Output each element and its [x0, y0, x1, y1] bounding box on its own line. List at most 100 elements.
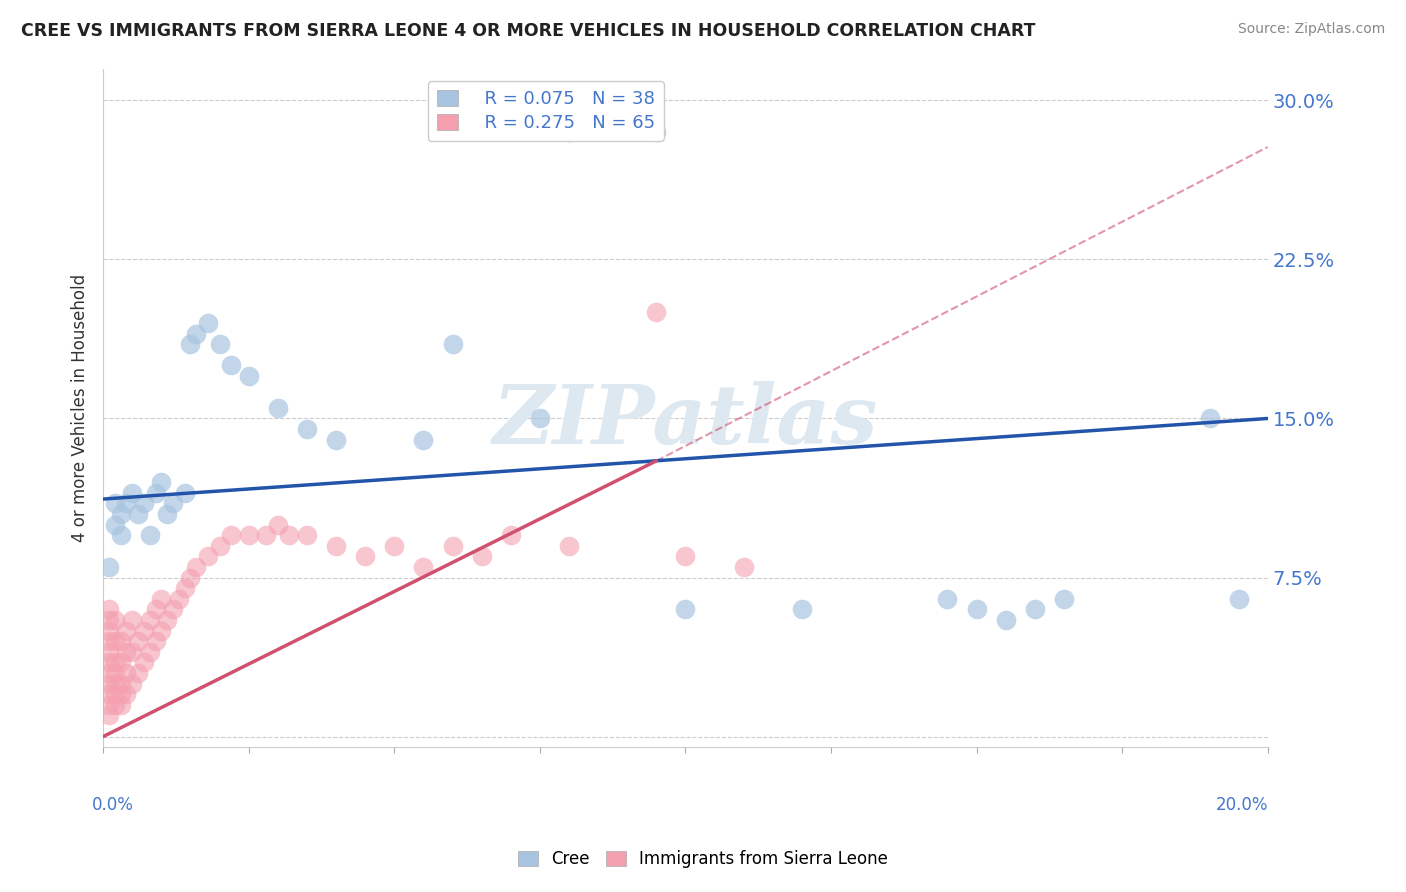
Point	[121, 485, 143, 500]
Point	[110, 656, 132, 670]
Point	[179, 570, 201, 584]
Point	[675, 549, 697, 564]
Point	[186, 326, 208, 341]
Point	[97, 698, 120, 712]
Point	[104, 613, 127, 627]
Point	[121, 676, 143, 690]
Point	[295, 528, 318, 542]
Point	[936, 591, 959, 606]
Point	[150, 624, 173, 638]
Point	[1198, 411, 1220, 425]
Point	[173, 485, 195, 500]
Point	[97, 676, 120, 690]
Point	[97, 634, 120, 648]
Point	[558, 125, 581, 139]
Point	[145, 634, 167, 648]
Point	[645, 305, 668, 319]
Point	[110, 698, 132, 712]
Point	[278, 528, 301, 542]
Point	[325, 539, 347, 553]
Point	[127, 665, 149, 680]
Point	[104, 496, 127, 510]
Point	[115, 687, 138, 701]
Point	[104, 665, 127, 680]
Point	[354, 549, 377, 564]
Point	[97, 613, 120, 627]
Point	[295, 422, 318, 436]
Point	[412, 560, 434, 574]
Point	[267, 401, 290, 415]
Point	[645, 125, 668, 139]
Point	[173, 581, 195, 595]
Point	[132, 496, 155, 510]
Point	[966, 602, 988, 616]
Point	[97, 687, 120, 701]
Point	[138, 528, 160, 542]
Point	[238, 528, 260, 542]
Point	[267, 517, 290, 532]
Point	[1053, 591, 1076, 606]
Point	[441, 539, 464, 553]
Point	[138, 613, 160, 627]
Point	[127, 507, 149, 521]
Point	[115, 645, 138, 659]
Point	[97, 665, 120, 680]
Point	[97, 624, 120, 638]
Point	[197, 549, 219, 564]
Point	[97, 602, 120, 616]
Point	[529, 411, 551, 425]
Point	[110, 634, 132, 648]
Point	[1024, 602, 1046, 616]
Point	[167, 591, 190, 606]
Text: CREE VS IMMIGRANTS FROM SIERRA LEONE 4 OR MORE VEHICLES IN HOUSEHOLD CORRELATION: CREE VS IMMIGRANTS FROM SIERRA LEONE 4 O…	[21, 22, 1036, 40]
Point	[97, 645, 120, 659]
Point	[238, 369, 260, 384]
Point	[121, 613, 143, 627]
Point	[325, 433, 347, 447]
Point	[104, 634, 127, 648]
Point	[162, 496, 184, 510]
Point	[104, 517, 127, 532]
Point	[197, 316, 219, 330]
Point	[790, 602, 813, 616]
Text: 20.0%: 20.0%	[1215, 796, 1268, 814]
Point	[121, 645, 143, 659]
Point	[156, 507, 179, 521]
Point	[441, 337, 464, 351]
Point	[104, 656, 127, 670]
Point	[115, 665, 138, 680]
Point	[127, 634, 149, 648]
Point	[471, 549, 494, 564]
Point	[1227, 591, 1250, 606]
Point	[104, 687, 127, 701]
Point	[115, 624, 138, 638]
Point	[104, 698, 127, 712]
Point	[412, 433, 434, 447]
Text: Source: ZipAtlas.com: Source: ZipAtlas.com	[1237, 22, 1385, 37]
Point	[145, 485, 167, 500]
Point	[132, 656, 155, 670]
Point	[558, 539, 581, 553]
Point	[97, 656, 120, 670]
Point	[150, 475, 173, 489]
Point	[97, 560, 120, 574]
Point	[219, 528, 242, 542]
Point	[132, 624, 155, 638]
Point	[733, 560, 755, 574]
Point	[994, 613, 1017, 627]
Point	[97, 708, 120, 723]
Legend:   R = 0.075   N = 38,   R = 0.275   N = 65: R = 0.075 N = 38, R = 0.275 N = 65	[427, 81, 664, 141]
Point	[499, 528, 522, 542]
Point	[208, 539, 231, 553]
Point	[179, 337, 201, 351]
Point	[156, 613, 179, 627]
Text: 0.0%: 0.0%	[91, 796, 134, 814]
Point	[110, 528, 132, 542]
Point	[150, 591, 173, 606]
Point	[382, 539, 405, 553]
Y-axis label: 4 or more Vehicles in Household: 4 or more Vehicles in Household	[72, 274, 89, 542]
Point	[110, 507, 132, 521]
Point	[208, 337, 231, 351]
Point	[675, 602, 697, 616]
Point	[162, 602, 184, 616]
